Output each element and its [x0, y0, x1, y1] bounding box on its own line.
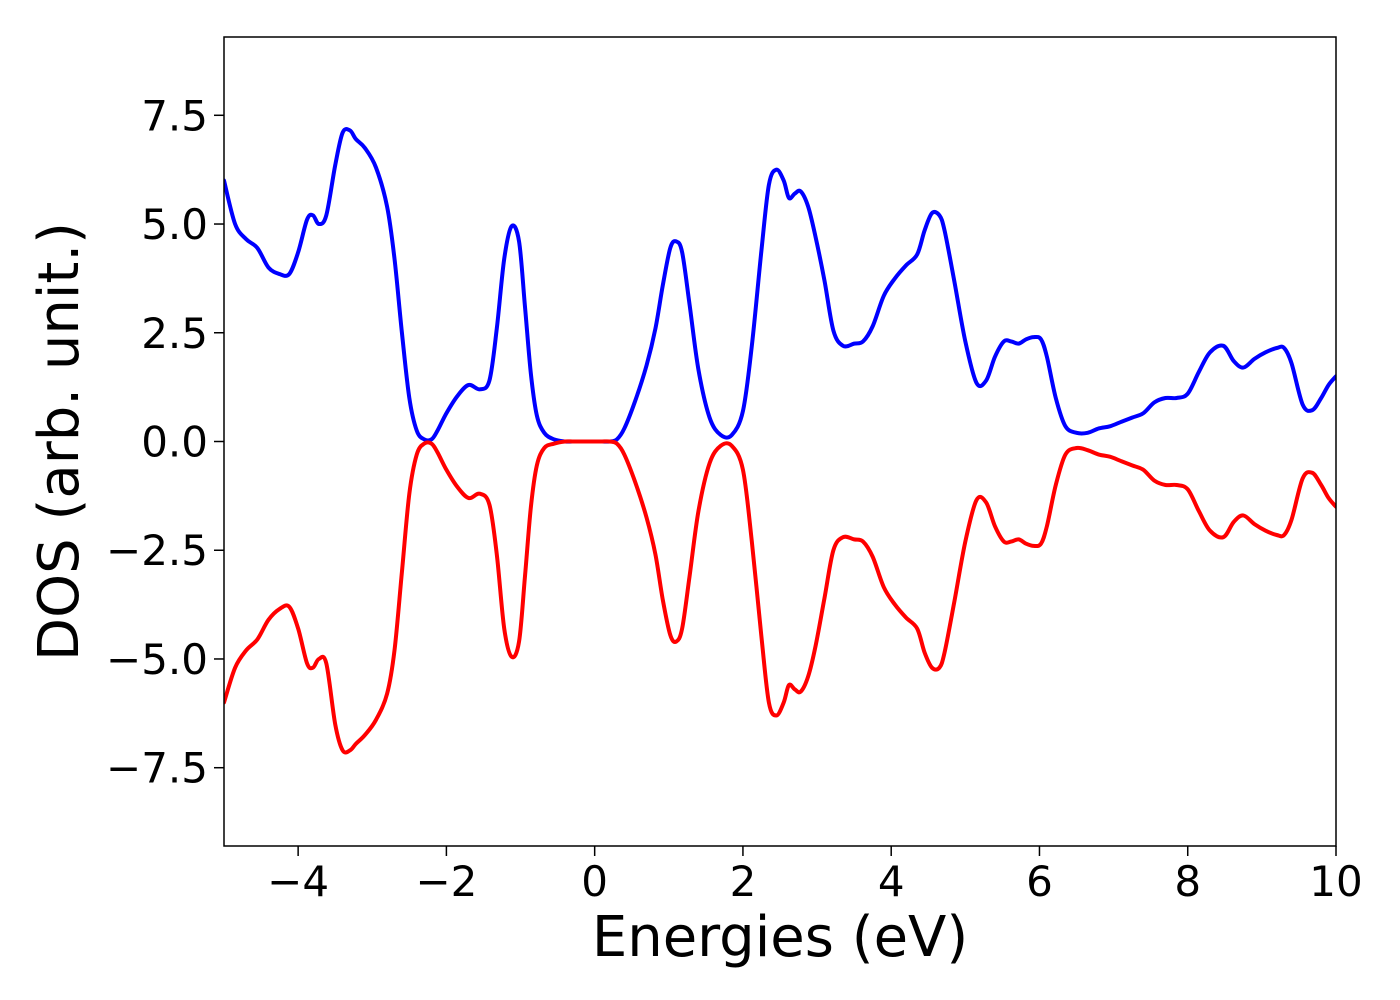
y-axis-label: DOS (arb. unit.) — [27, 222, 92, 661]
y-tick-label: −5.0 — [106, 635, 208, 684]
y-axis: 7.5 5.0 2.5 0.0 −2.5 −5.0 −7.5 — [106, 91, 224, 793]
x-tick-label: 2 — [730, 857, 757, 906]
series-line-2 — [224, 439, 1336, 755]
x-tick-label: −4 — [267, 857, 329, 906]
x-axis-label: Energies (eV) — [592, 905, 968, 970]
y-tick-label: 5.0 — [141, 200, 208, 249]
y-tick-label: −2.5 — [106, 526, 208, 575]
x-axis: −4 −2 0 2 4 6 8 10 — [267, 846, 1363, 906]
x-tick-label: 6 — [1026, 857, 1053, 906]
x-tick-label: 8 — [1174, 857, 1201, 906]
x-tick-label: 0 — [581, 857, 608, 906]
x-tick-label: 10 — [1309, 857, 1362, 906]
plot-frame — [223, 36, 1337, 847]
series-layer — [224, 127, 1336, 755]
x-tick-label: −2 — [415, 857, 477, 906]
y-tick-label: 2.5 — [141, 309, 208, 358]
series-line-1 — [224, 127, 1336, 444]
y-tick-label: 7.5 — [141, 91, 208, 140]
x-tick-label: 4 — [878, 857, 905, 906]
y-tick-label: 0.0 — [141, 418, 208, 467]
y-tick-label: −7.5 — [106, 744, 208, 793]
